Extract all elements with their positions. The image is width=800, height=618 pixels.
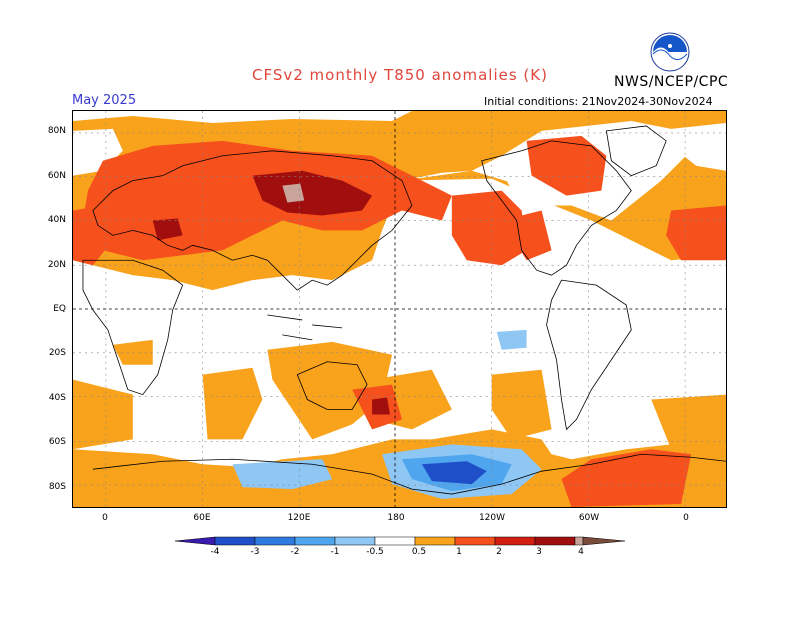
colorbar-label-minus2: -2 bbox=[290, 547, 300, 557]
lat-label-40n: 40N bbox=[47, 215, 66, 225]
lon-label-180: 180 bbox=[387, 513, 405, 523]
lat-label-40s: 40S bbox=[48, 393, 66, 403]
lat-label-60s: 60S bbox=[48, 437, 66, 447]
lon-label-0: 0 bbox=[102, 513, 108, 523]
colorbar-label-0-5: 0.5 bbox=[411, 547, 427, 557]
colorbar-label-3: 3 bbox=[536, 547, 542, 557]
colorbar-label-minus3: -3 bbox=[250, 547, 260, 557]
forecast-month: May 2025 bbox=[72, 93, 137, 108]
lon-label-120e: 120E bbox=[287, 513, 311, 523]
lat-label-80n: 80N bbox=[47, 126, 66, 136]
colorbar-swatch-8 bbox=[454, 536, 496, 546]
colorbar-label-minus4: -4 bbox=[210, 547, 220, 557]
colorbar-label-minus1: -1 bbox=[330, 547, 340, 557]
map-title: CFSv2 monthly T850 anomalies (K) bbox=[252, 66, 548, 84]
lat-label-60n: 60N bbox=[47, 171, 66, 181]
colorbar-segments bbox=[174, 536, 626, 546]
colorbar-swatch-5 bbox=[334, 536, 376, 546]
colorbar-swatch-2 bbox=[214, 536, 256, 546]
colorbar-swatch-4 bbox=[294, 536, 336, 546]
gridlines bbox=[73, 111, 726, 507]
colorbar-label-1: 1 bbox=[456, 547, 462, 557]
lat-label-20s: 20S bbox=[48, 348, 66, 358]
anomaly-fill-dark-blue bbox=[421, 461, 487, 485]
colorbar-swatch-12 bbox=[582, 536, 626, 546]
lat-label-20n: 20N bbox=[47, 260, 66, 270]
colorbar-swatch-11 bbox=[574, 536, 584, 546]
initial-conditions: Initial conditions: 21Nov2024-30Nov2024 bbox=[484, 95, 713, 108]
colorbar-swatch-7 bbox=[414, 536, 456, 546]
agency-label: NWS/NCEP/CPC bbox=[614, 74, 729, 90]
coastlines bbox=[82, 125, 726, 495]
anomaly-map bbox=[72, 110, 727, 508]
lon-label-0-east: 0 bbox=[683, 513, 689, 523]
colorbar-swatch-6 bbox=[374, 536, 416, 546]
colorbar-swatch-9 bbox=[494, 536, 536, 546]
lat-label-80s: 80S bbox=[48, 482, 66, 492]
noaa-logo-icon bbox=[650, 32, 690, 72]
lon-label-120w: 120W bbox=[478, 513, 506, 523]
colorbar-label-minus0-5: -0.5 bbox=[366, 547, 384, 557]
colorbar-swatch-10 bbox=[534, 536, 576, 546]
lon-label-60w: 60W bbox=[578, 513, 600, 523]
lat-label-eq: EQ bbox=[53, 304, 66, 314]
anomaly-fill-pink bbox=[282, 183, 305, 203]
colorbar-label-4: 4 bbox=[578, 547, 584, 557]
anomaly-fill-deep-red bbox=[152, 170, 391, 415]
lon-label-60e: 60E bbox=[193, 513, 211, 523]
colorbar-swatch-3 bbox=[254, 536, 296, 546]
colorbar-label-2: 2 bbox=[496, 547, 502, 557]
colorbar-swatch-1 bbox=[174, 536, 216, 546]
equator-dateline bbox=[73, 111, 726, 507]
